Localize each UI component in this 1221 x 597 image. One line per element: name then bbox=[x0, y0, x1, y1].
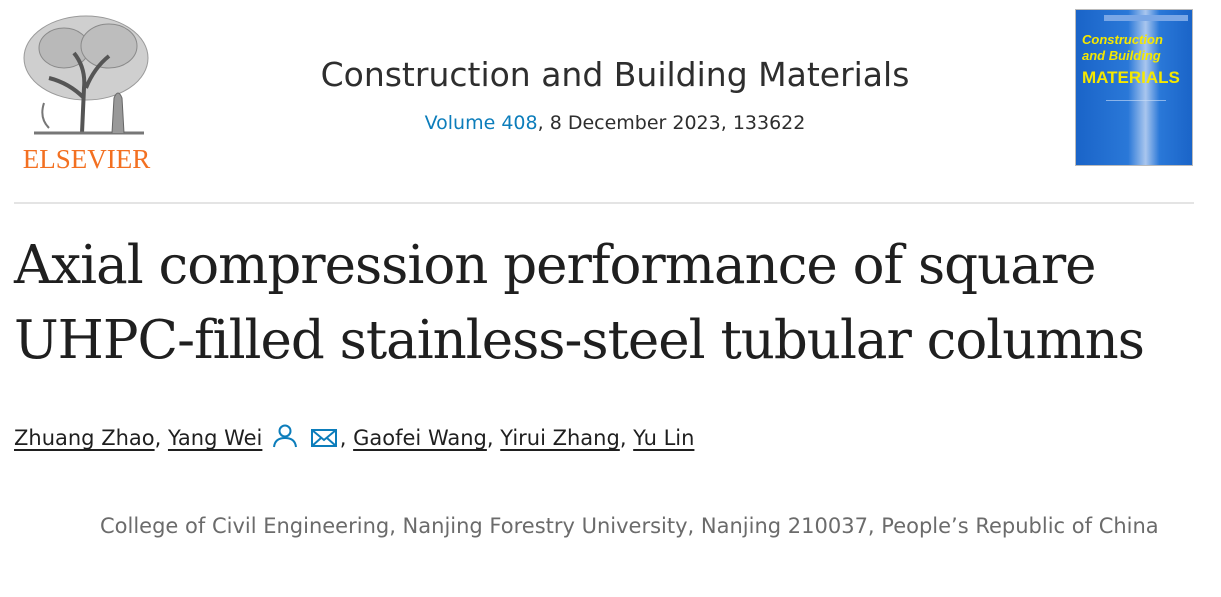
volume-link[interactable]: Volume 408 bbox=[424, 112, 538, 134]
article-title: Axial compression performance of square U… bbox=[14, 235, 1145, 371]
affiliation: College of Civil Engineering, Nanjing Fo… bbox=[100, 514, 1159, 538]
journal-cover[interactable]: Construction and Building MATERIALS bbox=[1075, 9, 1193, 166]
journal-title[interactable]: Construction and Building Materials bbox=[320, 55, 910, 94]
author-link[interactable]: Yirui Zhang bbox=[500, 426, 620, 450]
person-icon[interactable] bbox=[272, 424, 298, 448]
cover-bar bbox=[1104, 15, 1188, 21]
email-icon[interactable] bbox=[310, 428, 337, 448]
author-list: Zhuang Zhao, Yang Wei , Gaofei Wang, Yir… bbox=[14, 424, 695, 450]
tree-icon bbox=[23, 15, 149, 135]
author-link[interactable]: Zhuang Zhao bbox=[14, 426, 155, 450]
author-link[interactable]: Yu Lin bbox=[633, 426, 695, 450]
cover-decoration bbox=[1106, 100, 1166, 121]
elsevier-wordmark: ELSEVIER bbox=[22, 144, 151, 174]
cover-title: Construction and Building bbox=[1082, 32, 1163, 63]
divider bbox=[14, 202, 1194, 204]
cover-subtitle: MATERIALS bbox=[1082, 68, 1180, 87]
author-link[interactable]: Gaofei Wang bbox=[353, 426, 487, 450]
elsevier-logo[interactable]: ELSEVIER bbox=[14, 8, 159, 174]
journal-issue-info: Volume 408, 8 December 2023, 133622 bbox=[200, 112, 1030, 134]
issue-details: , 8 December 2023, 133622 bbox=[537, 112, 806, 134]
author-link[interactable]: Yang Wei bbox=[167, 426, 263, 450]
